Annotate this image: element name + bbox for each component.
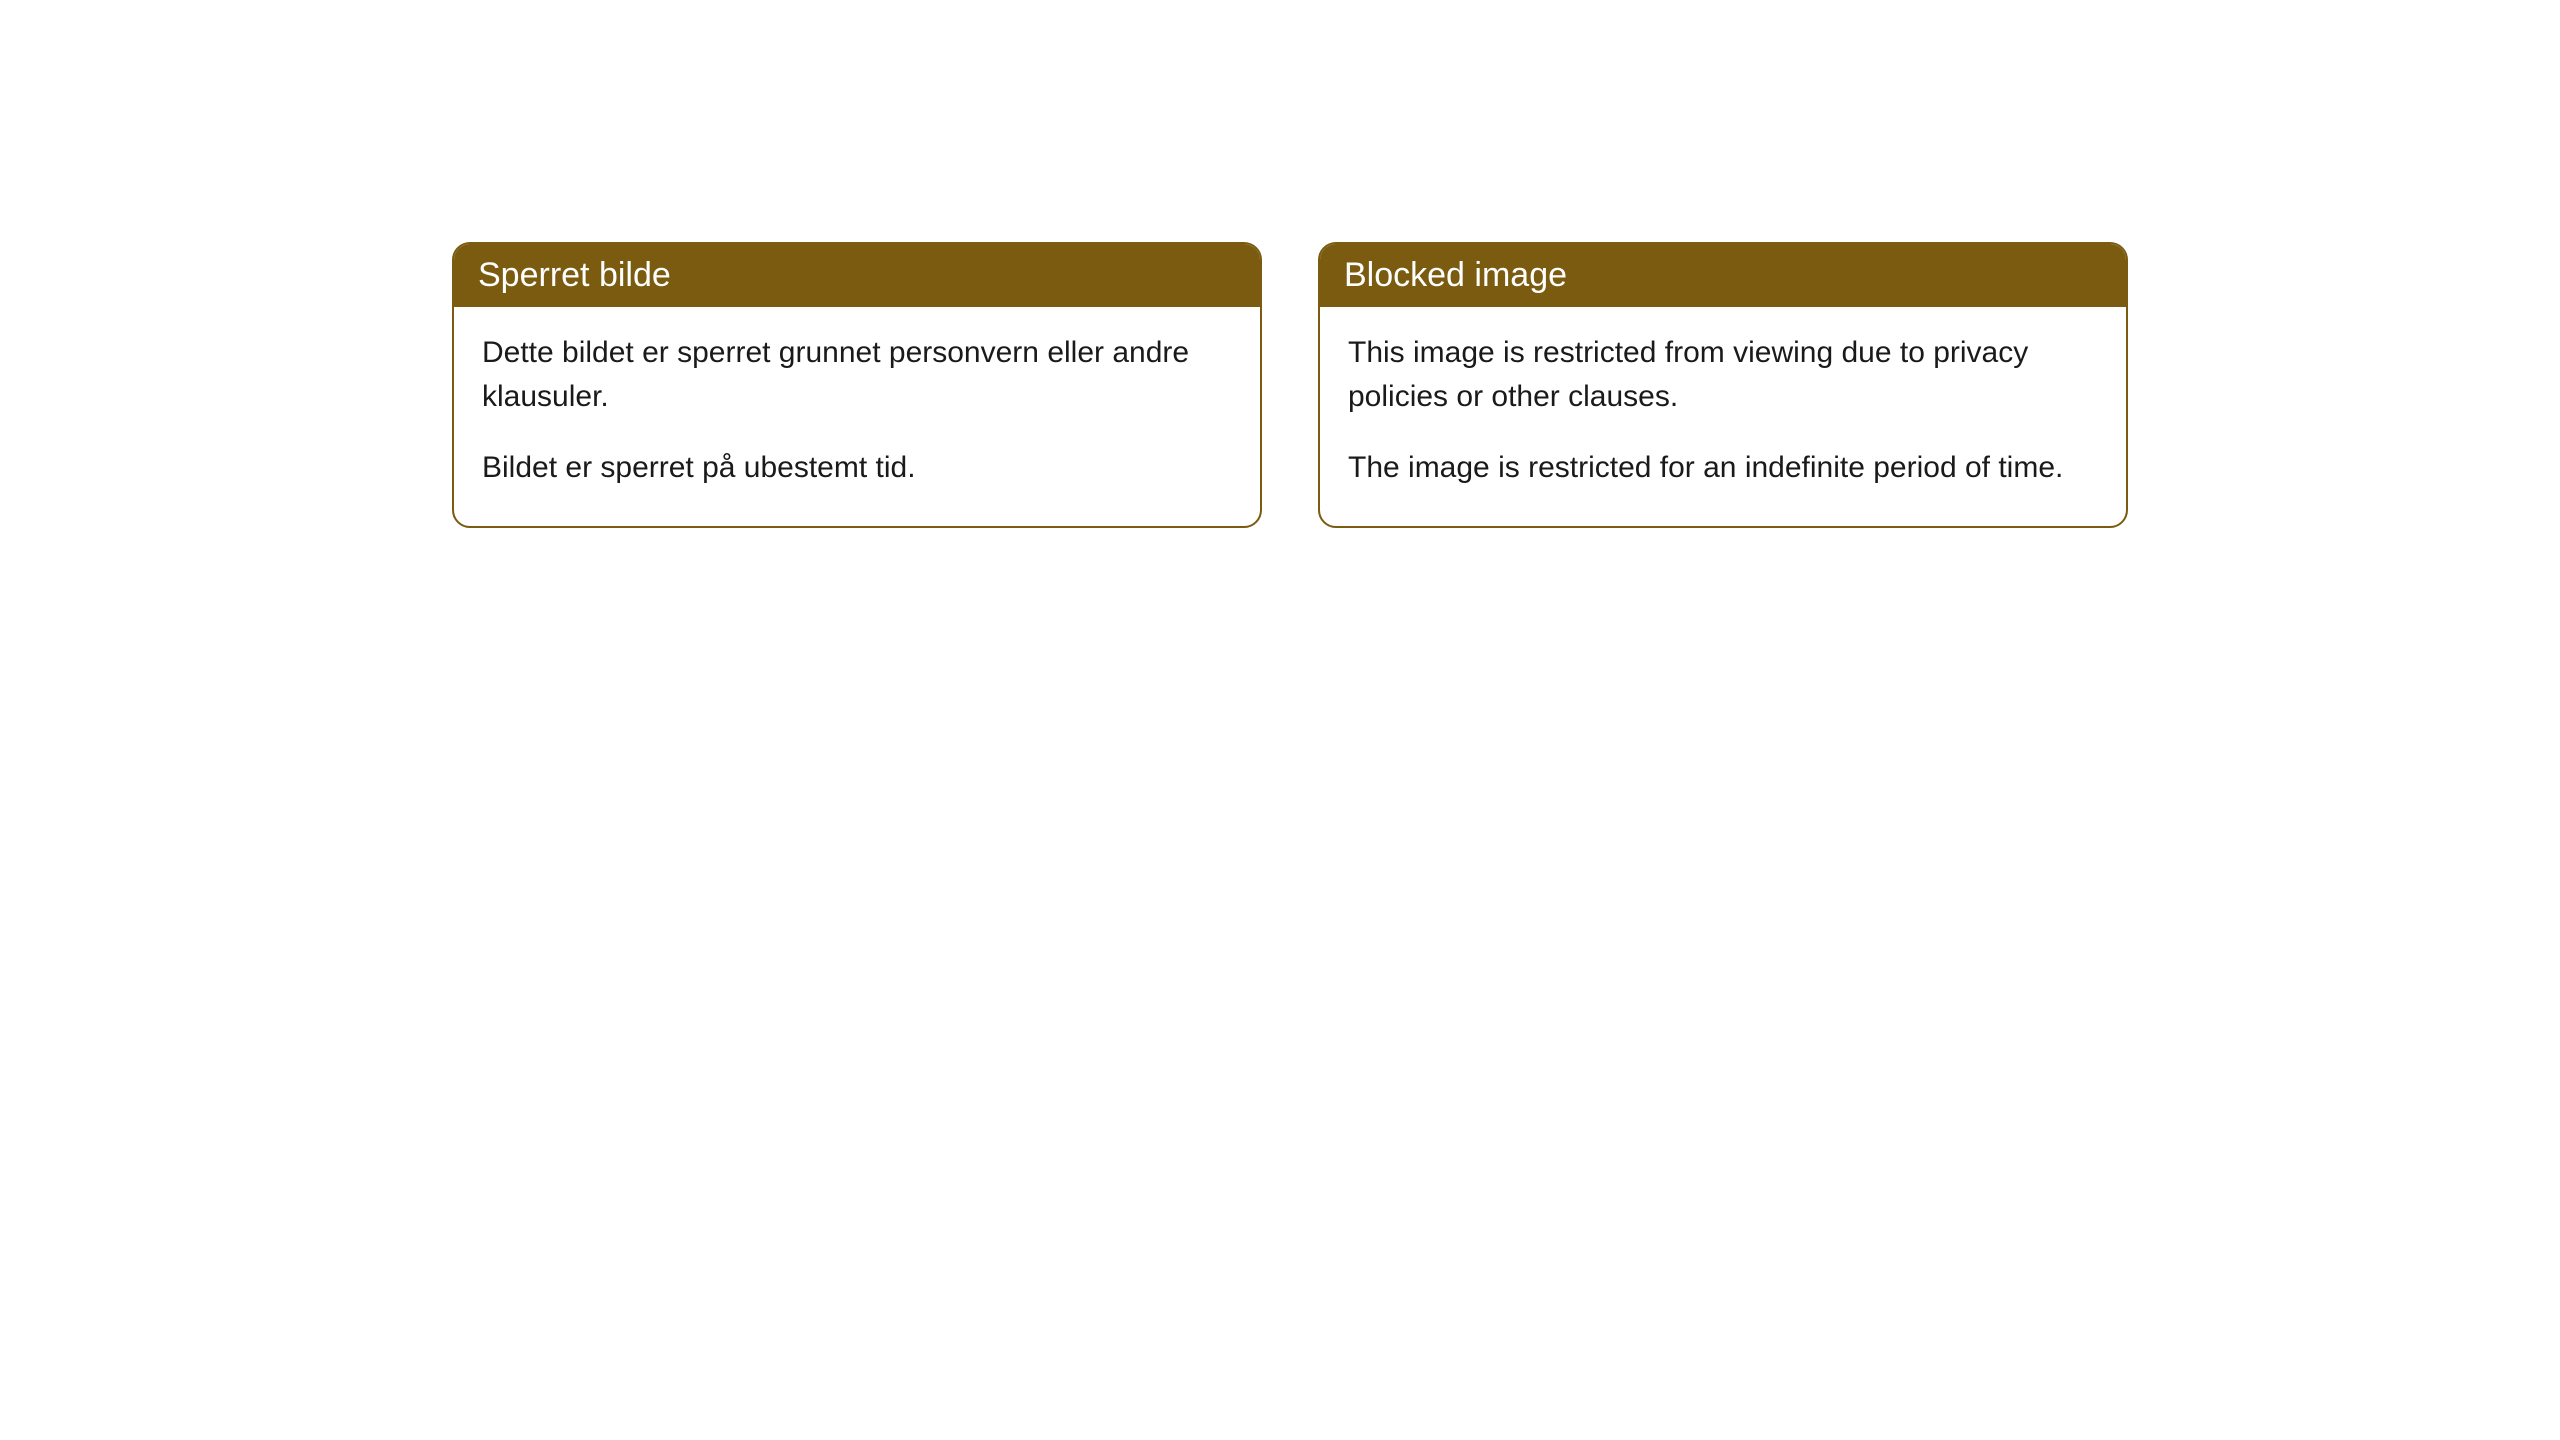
blocked-image-card-en: Blocked image This image is restricted f… [1318,242,2128,528]
card-para2-en: The image is restricted for an indefinit… [1348,446,2098,490]
card-body-en: This image is restricted from viewing du… [1320,307,2126,526]
card-header-en: Blocked image [1320,244,2126,307]
card-title-no: Sperret bilde [478,256,671,294]
card-para1-no: Dette bildet er sperret grunnet personve… [482,331,1232,418]
notice-cards-container: Sperret bilde Dette bildet er sperret gr… [452,242,2128,528]
card-header-no: Sperret bilde [454,244,1260,307]
card-body-no: Dette bildet er sperret grunnet personve… [454,307,1260,526]
blocked-image-card-no: Sperret bilde Dette bildet er sperret gr… [452,242,1262,528]
card-para1-en: This image is restricted from viewing du… [1348,331,2098,418]
card-title-en: Blocked image [1344,256,1567,294]
card-para2-no: Bildet er sperret på ubestemt tid. [482,446,1232,490]
